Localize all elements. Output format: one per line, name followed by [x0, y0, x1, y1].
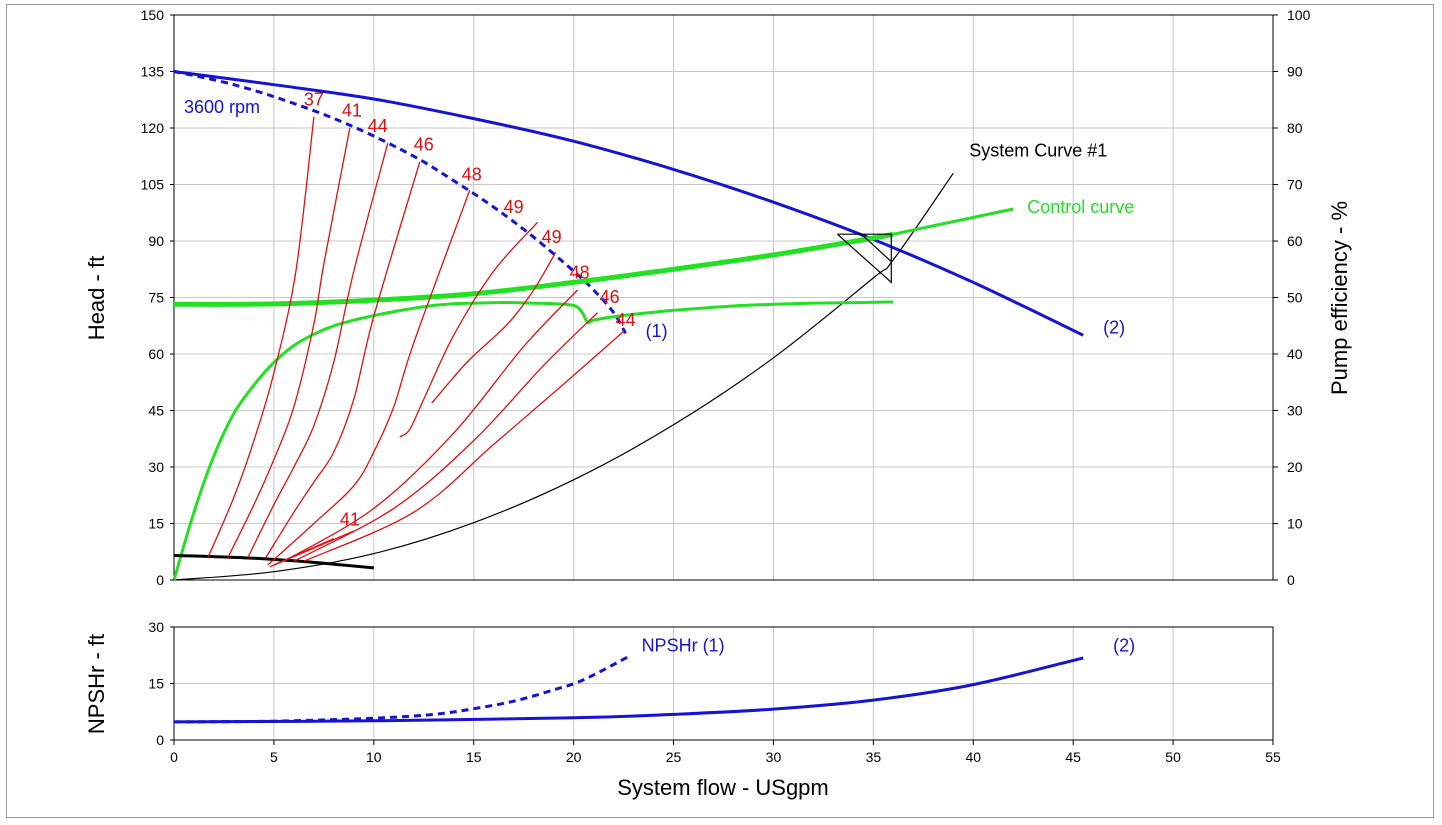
efficiency-label: 48: [462, 165, 482, 185]
npsh-y-tick-label: 30: [148, 619, 164, 635]
efficiency-contour-line: [283, 289, 579, 562]
efficiency-contour-line: [399, 221, 539, 438]
efficiency-label: 48: [570, 263, 590, 283]
y-tick-label: 90: [148, 233, 164, 249]
efficiency-contour-line: [227, 127, 351, 558]
curve-annotation: (1): [646, 321, 668, 341]
efficiency-contour-line: [273, 538, 335, 566]
operating-point-marker-stroke: [860, 233, 892, 263]
x-tick-label: 5: [270, 749, 278, 765]
y2-tick-label: 0: [1287, 572, 1295, 588]
x-tick-label: 45: [1065, 749, 1081, 765]
efficiency-label: 46: [600, 287, 620, 307]
curve-annotation: (2): [1103, 317, 1125, 337]
x-tick-label: 0: [170, 749, 178, 765]
y2-tick-label: 60: [1287, 233, 1303, 249]
efficiency-contour-line: [247, 142, 389, 558]
npsh-plot-curves: [173, 655, 1084, 724]
x-tick-label: 35: [866, 749, 882, 765]
main-grid: [173, 14, 1274, 581]
pump-curve-2-line: [173, 70, 1084, 337]
y-tick-label: 75: [148, 290, 164, 306]
npsh-annotation: (2): [1113, 635, 1135, 655]
curve-labels: 37 41 44 46 48 49 49 48 46 44 41 3600 rpm (1) (2) Syst…: [184, 89, 1135, 655]
efficiency-contour-line: [267, 189, 471, 566]
y2-tick-label: 90: [1287, 64, 1303, 80]
efficiency-contour-line: [431, 251, 557, 404]
efficiency-label: 41: [340, 509, 360, 529]
npsh-annotation: NPSHr (1): [642, 635, 725, 655]
chart-frame: [6, 4, 1434, 818]
curve-annotation: Control curve: [1027, 197, 1134, 217]
y-tick-label: 105: [141, 177, 165, 193]
operating-point-marker: [837, 233, 892, 284]
x-tick-label: 55: [1265, 749, 1281, 765]
control-curve-line: [173, 231, 894, 307]
efficiency-label: 41: [342, 101, 362, 121]
y2-tick-label: 20: [1287, 459, 1303, 475]
y2-tick-label: 50: [1287, 290, 1303, 306]
y-axis-title: Head - ft: [84, 256, 109, 340]
efficiency-contour-line: [293, 312, 599, 562]
curve-annotation: System Curve #1: [969, 140, 1107, 160]
main-plot-curves: [172, 70, 1084, 581]
y-tick-label: 30: [148, 459, 164, 475]
efficiency-contour-line: [303, 330, 625, 562]
y-tick-label: 150: [141, 7, 165, 23]
pump-efficiency-line: [172, 300, 894, 581]
y2-tick-label: 80: [1287, 120, 1303, 136]
efficiency-label: 44: [616, 310, 636, 330]
efficiency-contour-line: [265, 161, 421, 558]
y-tick-label: 0: [156, 572, 164, 588]
y2-axis-title: Pump efficiency - %: [1327, 201, 1352, 395]
x-axis-title: System flow - USgpm: [617, 775, 829, 800]
efficiency-label: 46: [414, 135, 434, 155]
npsh-y-axis-title: NPSHr - ft: [84, 634, 109, 734]
control-curve-extension-line: [892, 207, 1014, 236]
x-tick-label: 10: [366, 749, 382, 765]
x-tick-label: 25: [666, 749, 682, 765]
efficiency-contour-line: [207, 116, 315, 558]
y-tick-label: 15: [148, 516, 164, 532]
curve-annotation: 3600 rpm: [184, 97, 260, 117]
efficiency-label: 49: [504, 197, 524, 217]
y2-tick-label: 10: [1287, 516, 1303, 532]
system-curve-line: [173, 172, 954, 581]
x-tick-label: 30: [766, 749, 782, 765]
pump-curve-1-line: [173, 70, 627, 335]
npsh-y-tick-label: 0: [156, 732, 164, 748]
y2-tick-label: 40: [1287, 346, 1303, 362]
y2-tick-label: 100: [1287, 7, 1311, 23]
y-tick-label: 45: [148, 403, 164, 419]
npsh-y-tick-label: 15: [148, 676, 164, 692]
y-tick-label: 120: [141, 120, 165, 136]
axis-tick-labels: 0153045607590105120135150010203040506070…: [141, 7, 1311, 765]
x-tick-label: 50: [1165, 749, 1181, 765]
x-tick-label: 15: [466, 749, 482, 765]
efficiency-label: 49: [542, 227, 562, 247]
y-tick-label: 60: [148, 346, 164, 362]
y2-tick-label: 70: [1287, 177, 1303, 193]
efficiency-label: 44: [368, 116, 388, 136]
x-tick-label: 20: [566, 749, 582, 765]
y-tick-label: 135: [141, 64, 165, 80]
npshr-1-line: [173, 655, 629, 724]
npshr-2-line: [173, 656, 1084, 724]
efficiency-label: 37: [304, 89, 324, 109]
x-tick-label: 40: [965, 749, 981, 765]
y2-tick-label: 30: [1287, 403, 1303, 419]
